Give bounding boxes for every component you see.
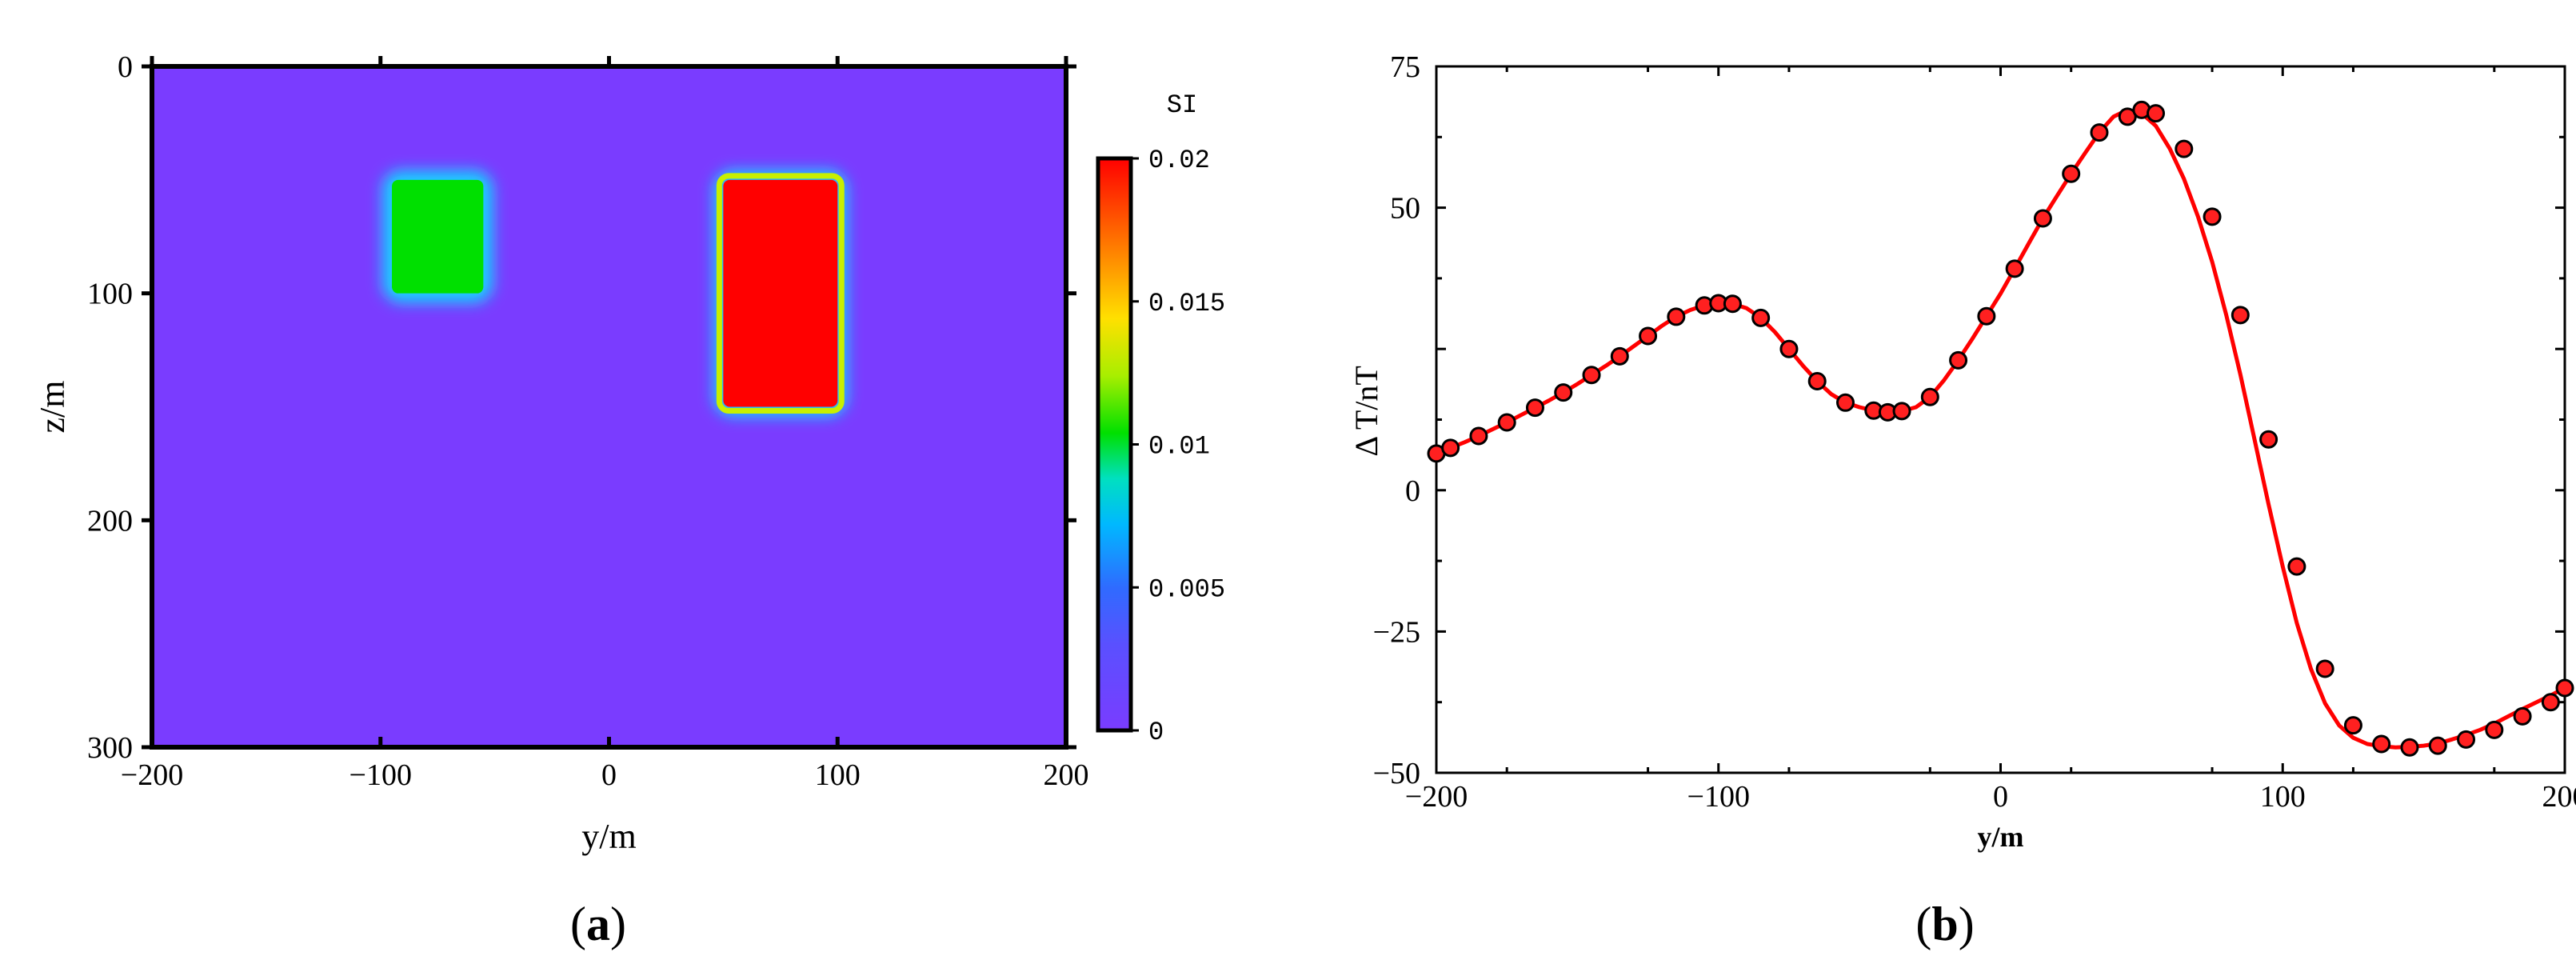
data-point: [1582, 366, 1601, 385]
x-tick-label: 200: [1044, 758, 1089, 792]
colorbar-tick-label: 0: [1148, 718, 1164, 747]
panel-a-y-axis-label: z/m: [33, 381, 72, 434]
data-point: [2541, 693, 2560, 712]
data-point: [1751, 308, 1771, 327]
data-point: [2428, 736, 2447, 755]
y-tick-label: 0: [118, 50, 133, 84]
data-point: [1441, 438, 1460, 458]
panel-b-x-axis-label: y/m: [1978, 821, 2024, 853]
data-point: [2175, 139, 2194, 158]
y-tick-label: 50: [1390, 192, 1420, 226]
data-point: [1723, 294, 1742, 314]
heatmap-background: [152, 66, 1066, 747]
colorbar-tick-label: 0.005: [1148, 574, 1225, 604]
data-point: [1554, 383, 1573, 402]
data-point: [1977, 306, 1996, 326]
data-point: [2062, 164, 2081, 183]
data-point: [1779, 339, 1799, 358]
data-point: [2033, 209, 2052, 228]
data-point: [2203, 207, 2222, 226]
caption-open-paren: (: [1915, 898, 1931, 950]
caption-close-paren: ): [1959, 898, 1975, 950]
y-tick-label: −25: [1373, 615, 1420, 649]
data-point: [2005, 259, 2024, 278]
data-point: [1667, 307, 1686, 326]
panel-a-x-ticks: −200 −100 0 100 200: [121, 56, 1089, 792]
colorbar-ticks: 0 0.005 0.01 0.015 0.02: [1131, 146, 1225, 747]
colorbar-tick-label: 0.015: [1148, 289, 1225, 318]
y-tick-label: 300: [87, 731, 133, 765]
data-point: [2400, 738, 2419, 757]
y-tick-label: −50: [1373, 757, 1420, 790]
panel-a-caption: (a): [570, 898, 626, 950]
panel-a-x-axis-label: y/m: [581, 817, 636, 856]
data-point: [2555, 678, 2574, 698]
x-tick-label: −200: [121, 758, 183, 792]
colorbar-title: SI: [1167, 90, 1197, 120]
x-tick-label: 100: [815, 758, 861, 792]
x-tick-label: −100: [1687, 780, 1750, 814]
y-tick-label: 75: [1390, 50, 1420, 84]
panel-b-anomaly-profile: −200 −100 0 100 200 −50 −25 0 50 75 y/m Δ T/nT (…: [1348, 50, 2576, 950]
data-point: [2315, 659, 2334, 678]
anomaly-markers: [1427, 100, 2574, 757]
data-point: [1949, 350, 1968, 370]
data-point: [1835, 393, 1855, 412]
body-1-edge: [716, 173, 845, 414]
data-point: [1807, 371, 1827, 390]
x-tick-label: −100: [349, 758, 412, 792]
x-tick-label: 200: [2542, 780, 2576, 814]
colorbar-gradient: [1096, 156, 1133, 733]
x-tick-label: 0: [601, 758, 617, 792]
data-point: [2457, 730, 2476, 749]
caption-open-paren: (: [570, 898, 586, 950]
caption-close-paren: ): [610, 898, 626, 950]
body-1: [723, 179, 838, 407]
data-point: [2372, 734, 2391, 754]
colorbar-tick-label: 0.02: [1148, 146, 1210, 175]
data-point: [1610, 346, 1629, 366]
panel-a-y-ticks: 0 100 200 300: [87, 50, 1076, 765]
x-tick-label: 100: [2260, 780, 2306, 814]
data-point: [2147, 104, 2166, 123]
data-point: [1525, 398, 1544, 418]
x-tick-label: 0: [1993, 780, 2008, 814]
y-tick-label: 0: [1405, 474, 1420, 508]
x-tick-label: −200: [1405, 780, 1468, 814]
data-point: [2259, 430, 2278, 449]
y-tick-label: 200: [87, 504, 133, 538]
data-point: [1497, 413, 1516, 432]
data-point: [2090, 123, 2109, 142]
panel-b-x-ticks: −200 −100 0 100 200: [1405, 66, 2576, 814]
panel-b-y-axis-label: Δ T/nT: [1348, 366, 1384, 457]
data-point: [2513, 706, 2532, 726]
data-point: [1469, 426, 1488, 446]
panel-b-y-ticks: −50 −25 0 50 75: [1373, 50, 2565, 790]
data-point: [2287, 557, 2306, 576]
data-point: [2485, 720, 2504, 739]
y-tick-label: 100: [87, 278, 133, 311]
panel-b-caption: (b): [1915, 898, 1974, 950]
line-plot-frame: [1435, 65, 2566, 774]
data-point: [2343, 716, 2362, 735]
data-point: [2231, 306, 2250, 325]
data-point: [1639, 326, 1658, 346]
caption-letter: b: [1931, 898, 1958, 950]
data-point: [1920, 387, 1939, 406]
data-point: [1892, 402, 1911, 421]
anomaly-bodies: [382, 170, 848, 417]
colorbar-tick-label: 0.01: [1148, 432, 1210, 462]
body-0: [392, 179, 484, 294]
caption-letter: a: [586, 898, 610, 950]
